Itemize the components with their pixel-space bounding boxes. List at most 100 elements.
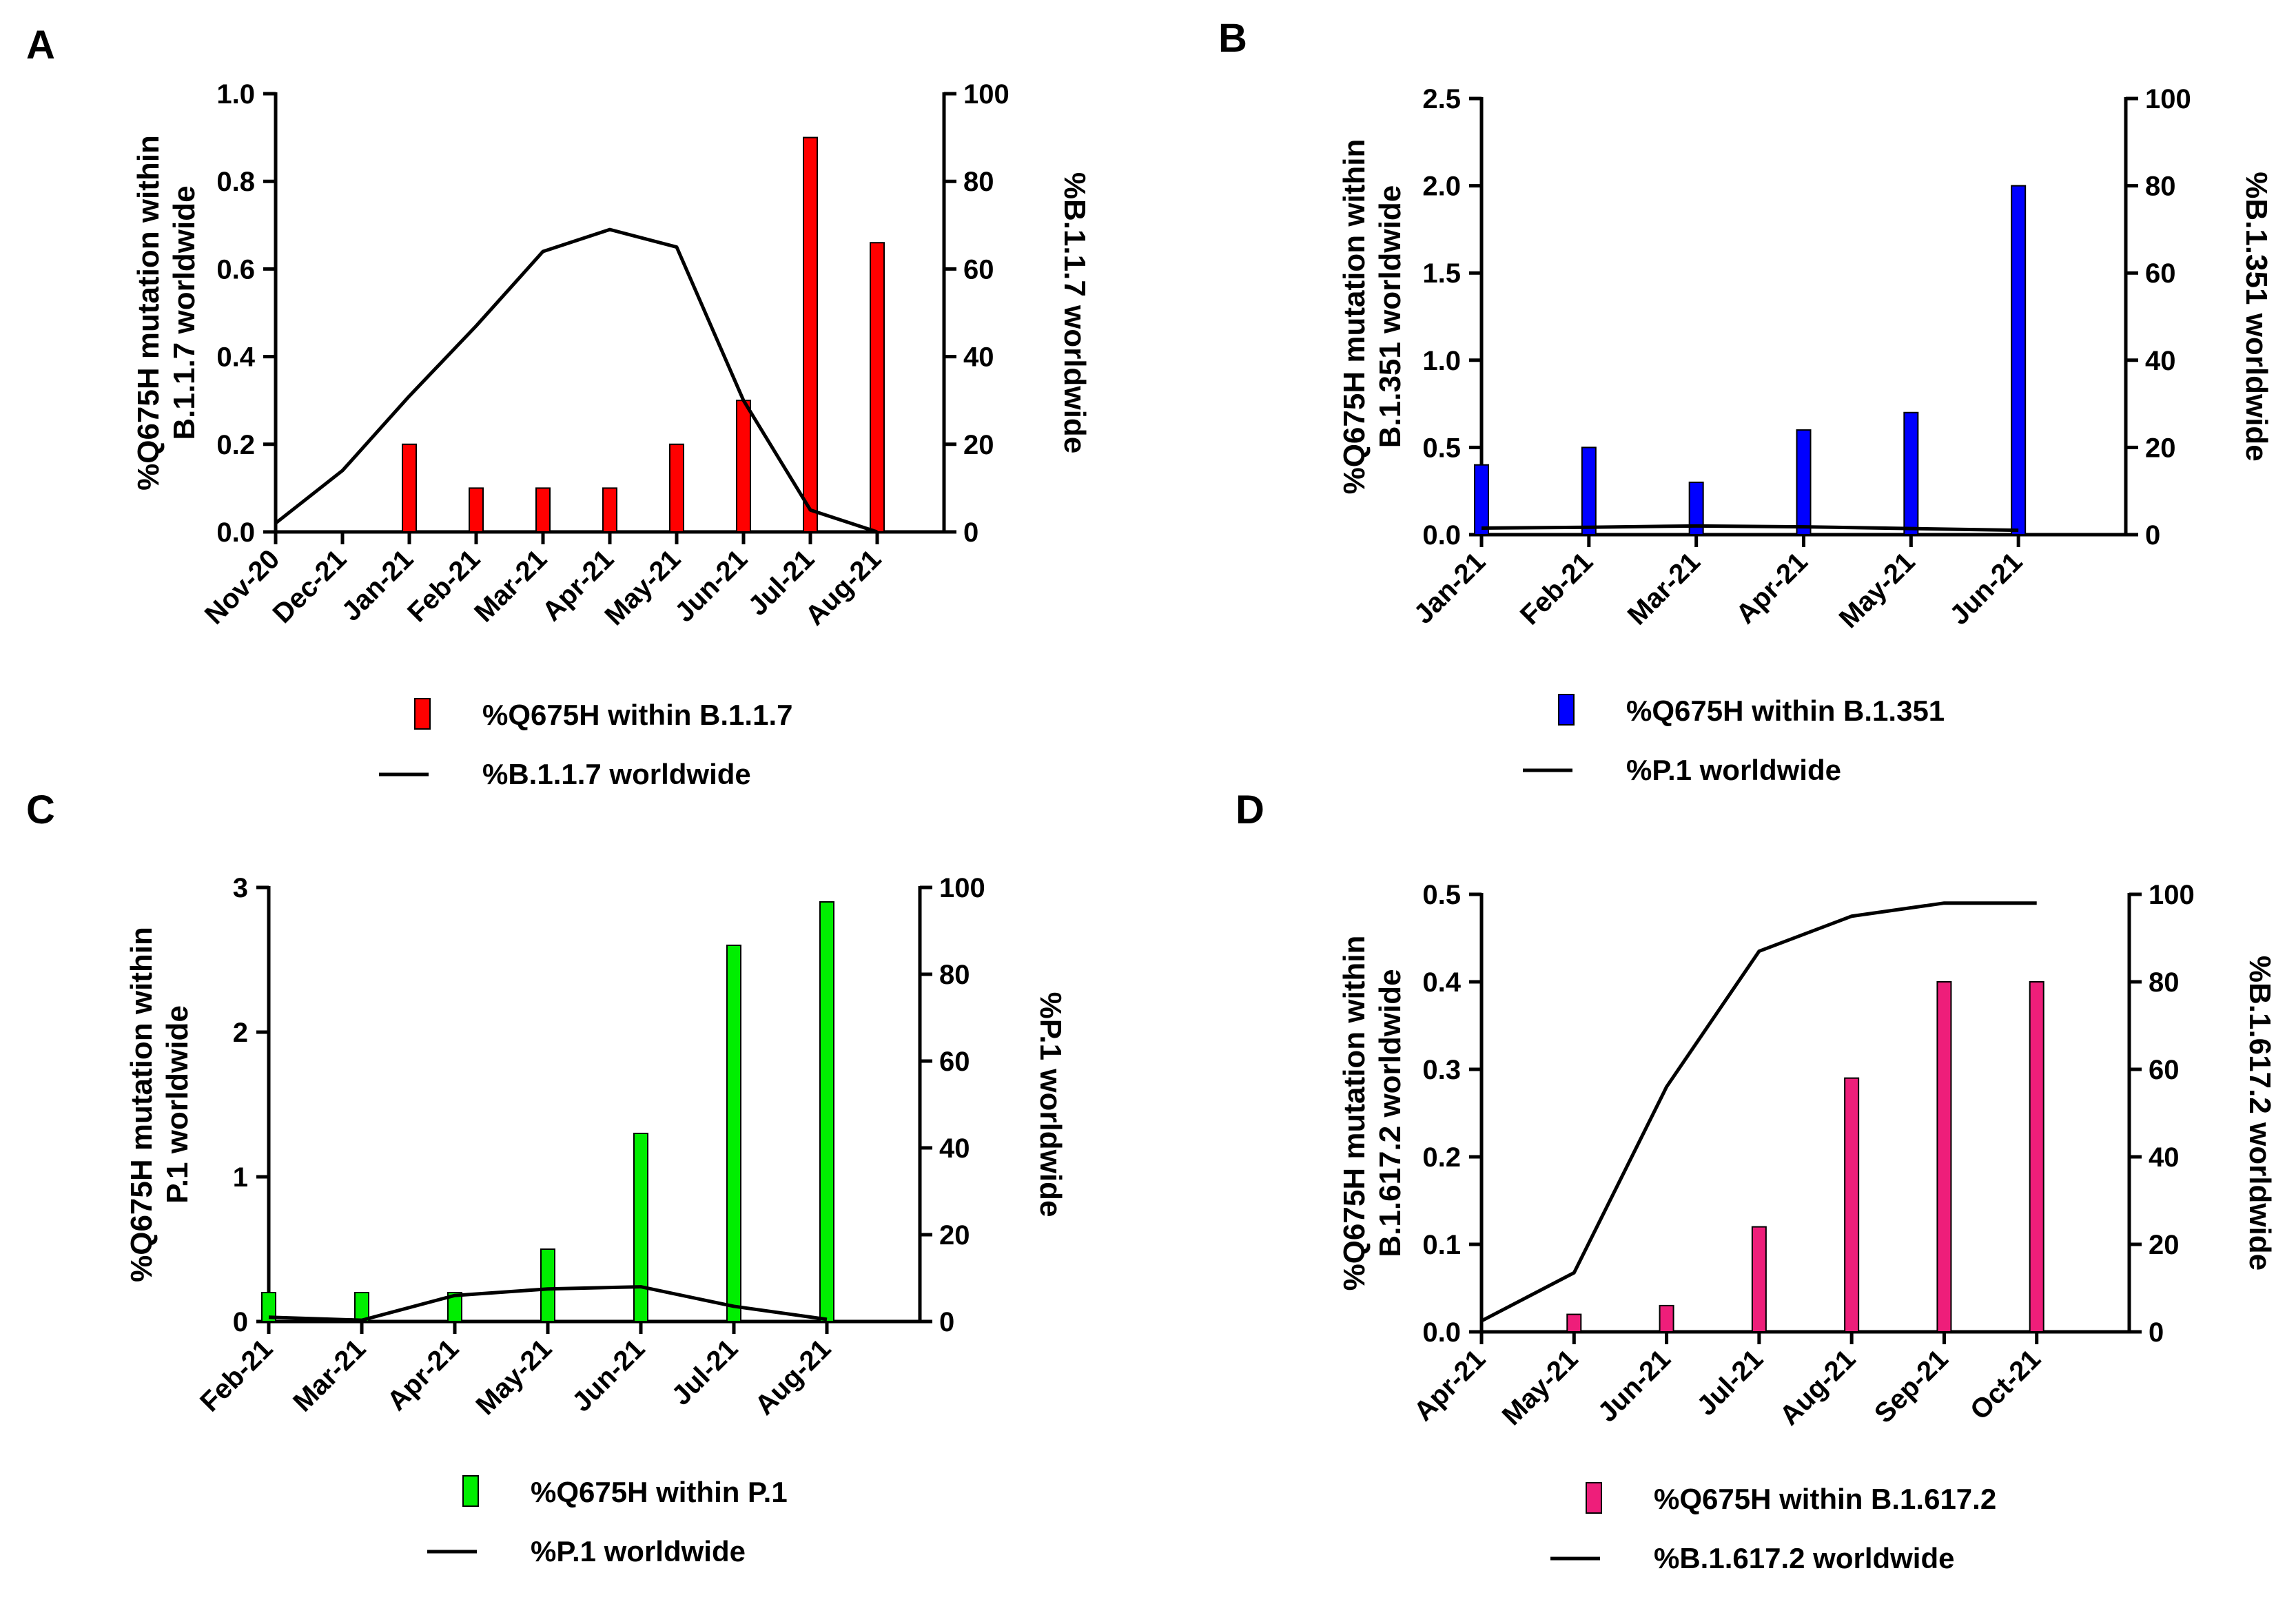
bar bbox=[2011, 185, 2027, 535]
bar bbox=[1474, 464, 1489, 535]
legend-line-label: %P.1 worldwide bbox=[531, 1535, 746, 1567]
y-tick-label-right: 100 bbox=[963, 79, 1009, 110]
bar bbox=[1659, 1304, 1674, 1333]
y2-axis-title: %P.1 worldwide bbox=[1034, 992, 1067, 1217]
x-tick-label: Aug-21 bbox=[749, 1333, 837, 1421]
bar bbox=[261, 1292, 276, 1322]
legend-line-label: %B.1.1.7 worldwide bbox=[482, 758, 751, 790]
panel-label: A bbox=[26, 23, 55, 68]
x-tick-label: Aug-21 bbox=[799, 544, 887, 631]
bar bbox=[2029, 981, 2044, 1333]
legend-bar-swatch bbox=[1558, 694, 1575, 726]
chart-panel-a: A 0.0 0.2 0.4 0.6 0.8 1.0 0 20 40 60 80 100 Nov-20Dec… bbox=[26, 23, 1091, 790]
series-line bbox=[1481, 524, 2019, 533]
x-tick-label: Jul-21 bbox=[1691, 1344, 1769, 1421]
y-tick-label-left: 0.3 bbox=[1422, 1055, 1461, 1085]
bar bbox=[803, 136, 818, 533]
y-tick-label-left: 2.0 bbox=[1422, 172, 1461, 202]
y-tick-label-left: 0.8 bbox=[216, 167, 255, 197]
y-tick-label-left: 1.5 bbox=[1422, 258, 1461, 289]
x-tick-label: Jan-21 bbox=[1408, 546, 1492, 630]
y-tick-label-left: 0.5 bbox=[1422, 433, 1461, 463]
y-tick-label-left: 0.5 bbox=[1422, 880, 1461, 910]
y-tick-label-left: 0.0 bbox=[1422, 520, 1461, 551]
y-tick-label-right: 20 bbox=[963, 430, 994, 460]
y-tick-label-right: 60 bbox=[939, 1047, 970, 1077]
chart-panel-c: C 0 1 2 3 0 20 40 60 80 100 Feb-21 Mar-21 Apr-21 May-2… bbox=[26, 788, 1067, 1567]
y-tick-label-left: 0.0 bbox=[1422, 1317, 1461, 1348]
y-tick-label-right: 40 bbox=[2145, 346, 2176, 376]
y-tick-label-right: 60 bbox=[2145, 258, 2176, 289]
y-tick-label-right: 60 bbox=[2149, 1055, 2180, 1085]
y-axis-title-line-1: %Q675H mutation within bbox=[125, 927, 158, 1282]
y-tick-label-left: 1 bbox=[233, 1162, 248, 1193]
y-tick-label-right: 40 bbox=[2149, 1142, 2180, 1173]
bar bbox=[535, 487, 551, 533]
y2-axis-title: %B.1.351 worldwide bbox=[2239, 172, 2273, 462]
x-tick-label: Jul-21 bbox=[666, 1333, 744, 1411]
bar bbox=[1581, 446, 1597, 536]
y-tick-label-right: 100 bbox=[2145, 84, 2191, 114]
bar bbox=[447, 1292, 462, 1322]
x-tick-label: May-21 bbox=[1834, 546, 1921, 634]
y-tick-label-right: 100 bbox=[2149, 880, 2195, 910]
legend: %Q675H within P.1 %P.1 worldwide bbox=[427, 1475, 788, 1567]
y-tick-label-right: 20 bbox=[2145, 433, 2176, 463]
y-tick-label-left: 0.4 bbox=[1422, 967, 1461, 998]
bar bbox=[736, 400, 751, 533]
y-tick-label-right: 0 bbox=[939, 1307, 954, 1337]
x-tick-label: Mar-21 bbox=[1622, 546, 1706, 630]
x-tick-label: Feb-21 bbox=[1515, 546, 1599, 630]
x-tick-label: Jun-21 bbox=[1592, 1344, 1677, 1428]
panel-label: C bbox=[26, 788, 55, 832]
y-tick-label-right: 100 bbox=[939, 873, 985, 903]
x-tick-label: Oct-21 bbox=[1965, 1344, 2047, 1426]
legend: %Q675H within B.1.617.2 %B.1.617.2 worldw… bbox=[1550, 1482, 1996, 1574]
x-tick-label: Jun-21 bbox=[566, 1333, 650, 1417]
y-tick-label-right: 0 bbox=[2145, 520, 2160, 551]
bar bbox=[1566, 1313, 1582, 1333]
x-tick-label: Sep-21 bbox=[1869, 1344, 1954, 1429]
y-tick-label-left: 0.0 bbox=[216, 517, 255, 548]
legend: %Q675H within B.1.351 %P.1 worldwide bbox=[1523, 694, 1945, 786]
y-tick-label-left: 1.0 bbox=[216, 79, 255, 110]
y-axis-title-line-1: %Q675H mutation within bbox=[132, 135, 165, 491]
y-tick-label-right: 0 bbox=[2149, 1317, 2164, 1348]
x-tick-label: Mar-21 bbox=[287, 1333, 371, 1417]
x-tick-label: Nov-20 bbox=[199, 544, 285, 630]
x-tick-label: May-21 bbox=[470, 1333, 557, 1421]
y2-axis-title: %B.1.617.2 worldwide bbox=[2243, 956, 2277, 1271]
bar bbox=[402, 443, 417, 533]
legend-bar-swatch bbox=[414, 698, 431, 730]
x-tick-label: Feb-21 bbox=[402, 544, 486, 628]
bar bbox=[1903, 411, 1919, 536]
y-axis-title-line-2: B.1.1.7 worldwide bbox=[167, 185, 201, 440]
x-tick-label: Mar-21 bbox=[469, 544, 553, 628]
y-tick-label-right: 20 bbox=[939, 1220, 970, 1251]
chart-panel-b: B 0.0 0.5 1.0 1.5 2.0 2.5 0 20 40 60 80 100 Jan-21 Feb… bbox=[1218, 16, 2273, 786]
panel-label: B bbox=[1218, 16, 1247, 61]
legend-bar-label: %Q675H within P.1 bbox=[531, 1476, 788, 1508]
bar bbox=[540, 1248, 555, 1322]
y-axis-title-line-2: B.1.617.2 worldwide bbox=[1373, 969, 1407, 1257]
y-tick-label-right: 0 bbox=[963, 517, 978, 548]
bar bbox=[1688, 482, 1704, 535]
x-tick-label: Apr-21 bbox=[1730, 546, 1814, 630]
y-tick-label-right: 80 bbox=[2149, 967, 2180, 998]
y2-axis-title: %B.1.1.7 worldwide bbox=[1058, 172, 1091, 453]
x-tick-label: Feb-21 bbox=[194, 1333, 278, 1417]
x-tick-label: May-21 bbox=[599, 544, 686, 631]
y-tick-label-right: 40 bbox=[939, 1133, 970, 1164]
x-tick-label: May-21 bbox=[1497, 1344, 1584, 1431]
y-axis-title-line-2: P.1 worldwide bbox=[161, 1005, 194, 1204]
y-tick-label-left: 1.0 bbox=[1422, 346, 1461, 376]
bar bbox=[602, 487, 617, 533]
bar bbox=[726, 945, 741, 1322]
x-tick-label: Jun-21 bbox=[669, 544, 753, 628]
panel-label: D bbox=[1236, 788, 1264, 832]
x-tick-label: Jun-21 bbox=[1944, 546, 2028, 630]
bar bbox=[669, 443, 684, 533]
y-tick-label-left: 0.2 bbox=[216, 430, 255, 460]
y-tick-label-right: 40 bbox=[963, 342, 994, 373]
chart-panel-d: D 0.0 0.1 0.2 0.3 0.4 0.5 0 20 40 60 80 100 Apr-21 May… bbox=[1236, 788, 2277, 1574]
